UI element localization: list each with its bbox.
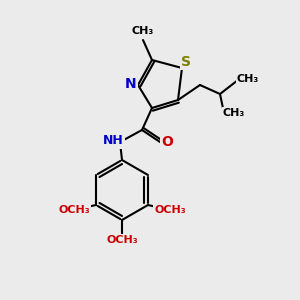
Text: CH₃: CH₃ (132, 26, 154, 36)
Text: O: O (161, 135, 173, 149)
Text: N: N (125, 77, 137, 91)
Text: OCH₃: OCH₃ (106, 235, 138, 245)
Text: S: S (181, 55, 191, 69)
Text: CH₃: CH₃ (223, 108, 245, 118)
Text: OCH₃: OCH₃ (58, 205, 90, 215)
Text: NH: NH (103, 134, 123, 148)
Text: OCH₃: OCH₃ (154, 205, 186, 215)
Text: CH₃: CH₃ (237, 74, 259, 84)
